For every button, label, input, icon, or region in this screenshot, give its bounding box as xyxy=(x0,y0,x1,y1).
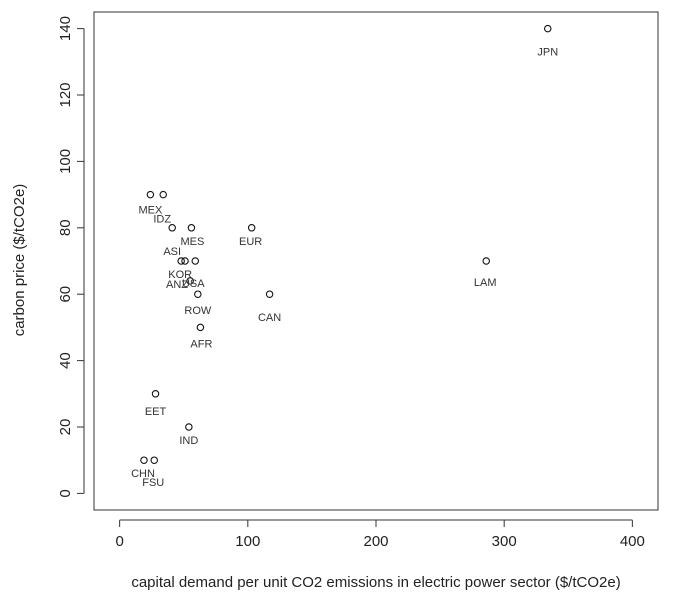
point-label: CHN xyxy=(131,468,155,480)
data-points xyxy=(140,24,552,464)
x-axis: 0 100 200 300 400 xyxy=(115,519,645,550)
data-point xyxy=(151,390,160,398)
point-label: IDZ xyxy=(153,214,171,226)
x-axis-title: capital demand per unit CO2 emissions in… xyxy=(131,574,620,591)
data-point xyxy=(247,224,256,232)
data-point xyxy=(168,224,176,232)
data-point xyxy=(146,190,155,199)
data-point xyxy=(150,456,158,464)
data-point xyxy=(140,456,148,464)
y-tick-label: 120 xyxy=(57,82,74,107)
point-label: MES xyxy=(180,236,204,248)
point-label: ROW xyxy=(184,305,212,317)
y-axis-title: carbon price ($/tCO2e) xyxy=(11,184,28,337)
x-tick-label: 300 xyxy=(492,533,517,550)
point-label: MEX xyxy=(138,205,163,217)
data-point xyxy=(187,224,196,232)
point-label: KOR xyxy=(168,269,192,281)
data-point xyxy=(159,190,167,199)
data-point xyxy=(177,257,185,265)
y-tick-label: 100 xyxy=(57,149,74,174)
point-label: JPN xyxy=(537,47,558,59)
y-tick-label: 20 xyxy=(57,419,74,436)
point-label: FSU xyxy=(142,477,164,489)
y-tick-label: 140 xyxy=(57,16,74,41)
y-tick-label: 40 xyxy=(57,352,74,369)
y-tick-label: 0 xyxy=(57,489,74,497)
point-label: CAN xyxy=(258,312,281,324)
point-label: ASI xyxy=(163,246,181,258)
y-tick-label: 80 xyxy=(57,219,74,236)
point-label: ANZ xyxy=(166,279,188,291)
y-tick-label: 60 xyxy=(57,286,74,303)
point-label: USA xyxy=(182,278,205,290)
point-label: AFR xyxy=(190,338,212,350)
plot-frame xyxy=(93,11,659,511)
data-point xyxy=(191,257,200,265)
data-point xyxy=(482,257,490,265)
point-label: EET xyxy=(145,406,167,418)
data-point xyxy=(544,24,552,33)
x-tick-label: 100 xyxy=(235,533,260,550)
data-point xyxy=(186,277,194,285)
data-point xyxy=(194,290,202,298)
x-tick-label: 200 xyxy=(363,533,388,550)
point-label: EUR xyxy=(239,236,262,248)
data-point xyxy=(181,257,189,265)
y-axis: 0 20 40 60 80 100 120 140 xyxy=(57,16,85,498)
data-point xyxy=(185,423,193,431)
x-tick-label: 0 xyxy=(115,533,123,550)
point-label: IND xyxy=(179,435,198,447)
x-tick-label: 400 xyxy=(620,533,645,550)
data-point xyxy=(265,290,274,298)
data-point xyxy=(196,323,205,332)
point-label: LAM xyxy=(474,277,497,289)
